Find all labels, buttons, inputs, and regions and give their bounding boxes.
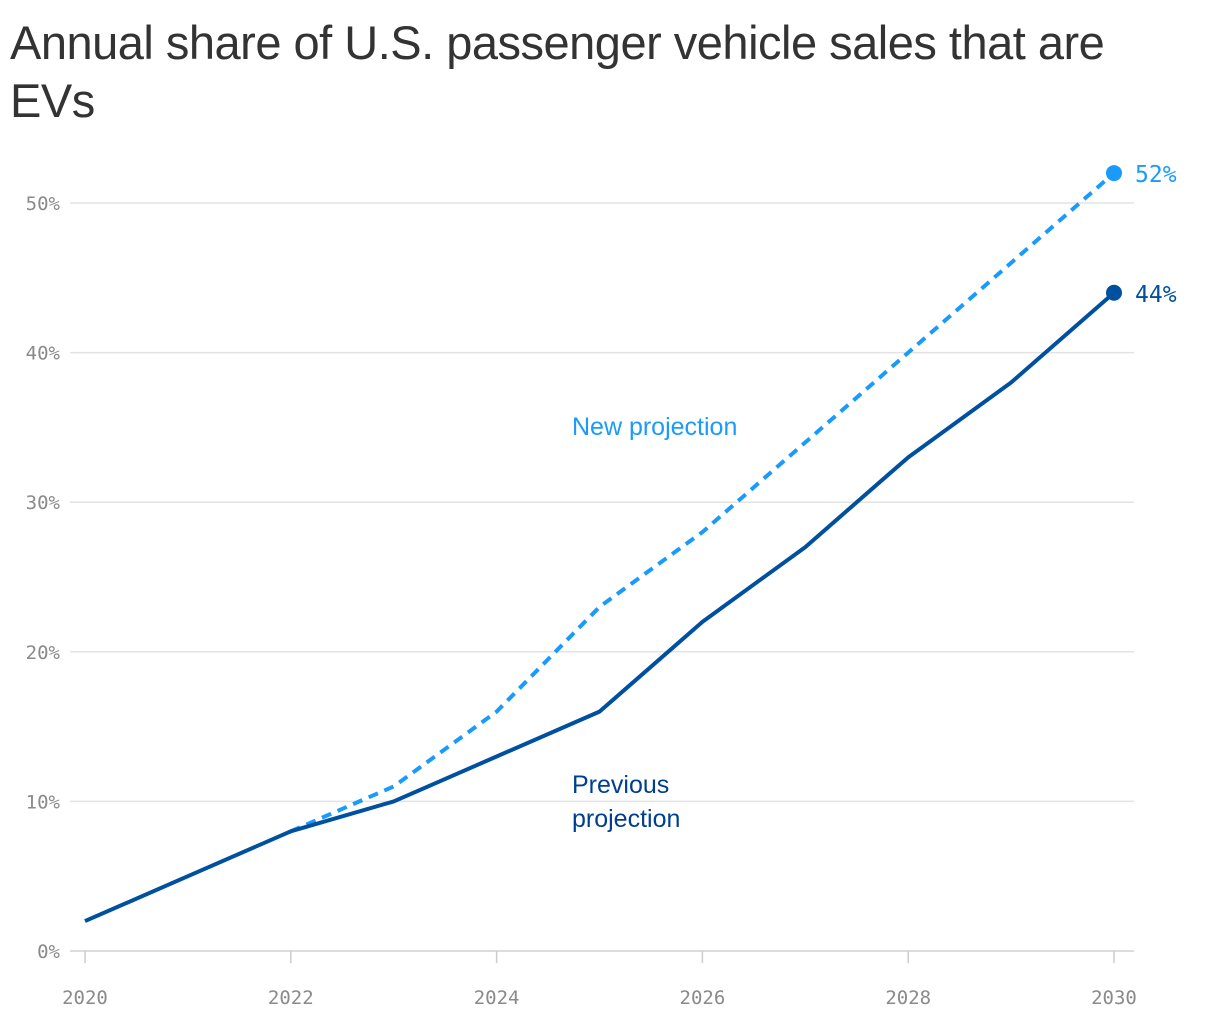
series-line [290, 171, 1116, 834]
y-tick-label: 20% [26, 642, 61, 664]
x-tick-label: 2028 [885, 987, 931, 1009]
y-tick-label: 40% [26, 343, 61, 365]
end-value-label: 44% [1135, 282, 1177, 308]
x-tick-label: 2024 [474, 987, 520, 1009]
series-label-previous: projection [572, 805, 680, 833]
series-line [84, 291, 1116, 923]
end-value-label: 52% [1135, 162, 1177, 188]
end-point-marker [1106, 284, 1122, 301]
y-tick-label: 0% [37, 941, 60, 963]
series-label-previous: Previous [572, 771, 669, 799]
x-tick-label: 2020 [62, 987, 108, 1009]
x-tick-label: 2030 [1091, 987, 1137, 1009]
x-tick-label: 2026 [680, 987, 726, 1009]
chart-title: Annual share of U.S. passenger vehicle s… [10, 16, 1105, 127]
end-point-marker [1106, 165, 1122, 182]
y-tick-label: 50% [26, 193, 61, 215]
series-label-new: New projection [572, 413, 737, 441]
x-tick-label: 2022 [268, 987, 314, 1009]
y-tick-label: 10% [26, 791, 61, 813]
y-tick-label: 30% [26, 492, 61, 514]
